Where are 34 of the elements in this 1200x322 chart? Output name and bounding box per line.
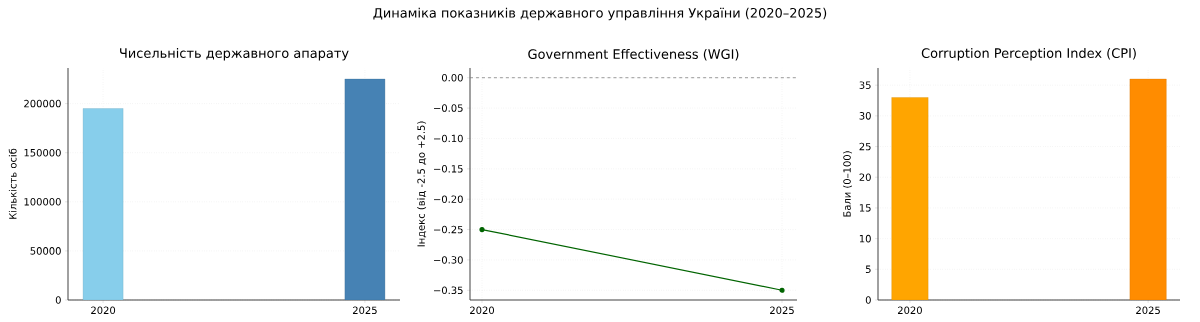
x-tick-label: 2025 bbox=[352, 306, 377, 315]
y-tick-label: −0.20 bbox=[434, 195, 463, 203]
y-tick-label: −0.25 bbox=[434, 225, 463, 234]
y-tick-label: −0.15 bbox=[434, 165, 463, 173]
y-tick-label: 0 bbox=[55, 296, 61, 304]
x-tick-label: 2020 bbox=[897, 306, 922, 315]
y-axis-title: Кількість осіб bbox=[8, 148, 17, 219]
x-tick-label: 2020 bbox=[91, 306, 116, 315]
x-tick-label: 2020 bbox=[470, 306, 495, 315]
x-tick-label: 2025 bbox=[1136, 306, 1160, 315]
y-tick-label: 0 bbox=[865, 296, 871, 304]
text: Динаміка показників державного управління України (2020–2025) bbox=[373, 7, 827, 21]
y-tick-label: 15 bbox=[859, 204, 871, 212]
y-axis-title: Бали (0–100) bbox=[843, 151, 852, 217]
chart-title: Government Effectiveness (WGI) bbox=[528, 48, 739, 61]
y-tick-label: 5 bbox=[865, 265, 871, 274]
y-tick-label: 0.00 bbox=[441, 73, 463, 82]
y-tick-label: 150000 bbox=[24, 148, 61, 157]
y-tick-label: −0.35 bbox=[434, 286, 463, 295]
y-tick-label: 50000 bbox=[30, 247, 61, 255]
y-tick-label: 100000 bbox=[24, 198, 61, 206]
y-tick-label: 20 bbox=[859, 173, 871, 182]
y-tick-label: 25 bbox=[859, 142, 871, 151]
y-tick-label: 200000 bbox=[24, 99, 61, 108]
x-tick-label: 2025 bbox=[770, 306, 794, 315]
chart-title: Corruption Perception Index (CPI) bbox=[921, 47, 1136, 61]
y-tick-label: −0.05 bbox=[434, 104, 463, 112]
chart-title: Чисельність державного апарату bbox=[120, 47, 349, 61]
y-tick-label: 10 bbox=[859, 234, 871, 243]
y-tick-label: 30 bbox=[859, 112, 871, 120]
y-tick-label: −0.10 bbox=[434, 134, 463, 143]
y-tick-label: 35 bbox=[859, 81, 871, 89]
y-axis-title: Індекс (від -2.5 до +2.5) bbox=[417, 121, 427, 247]
y-tick-label: −0.30 bbox=[434, 256, 463, 264]
